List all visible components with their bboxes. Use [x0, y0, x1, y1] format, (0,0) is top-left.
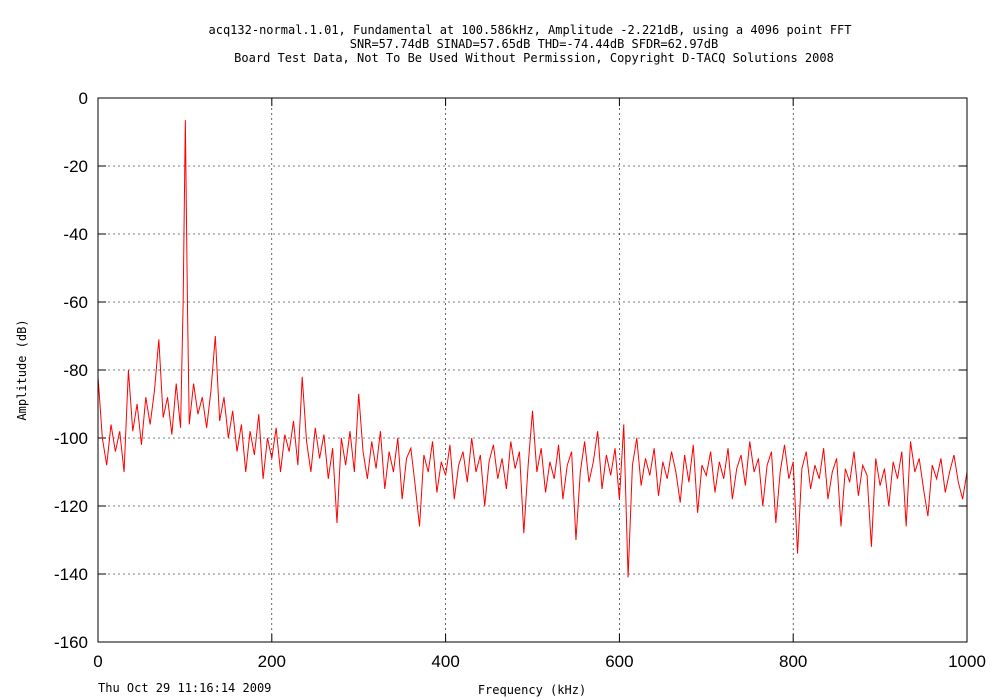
chart-title: acq132-normal.1.01, Fundamental at 100.5… — [209, 23, 852, 37]
chart-title: SNR=57.74dB SINAD=57.65dB THD=-74.44dB S… — [350, 37, 718, 51]
y-axis-label: Amplitude (dB) — [15, 319, 29, 420]
spectrum-line — [97, 120, 968, 578]
x-tick-label: 0 — [93, 652, 102, 671]
timestamp: Thu Oct 29 11:16:14 2009 — [98, 681, 271, 695]
y-tick-label: -40 — [63, 225, 88, 244]
x-tick-label: 400 — [431, 652, 459, 671]
x-tick-label: 1000 — [948, 652, 986, 671]
x-axis-label: Frequency (kHz) — [478, 683, 586, 697]
y-tick-label: -140 — [54, 565, 88, 584]
y-tick-label: -100 — [54, 429, 88, 448]
x-tick-label: 600 — [605, 652, 633, 671]
y-tick-label: -60 — [63, 293, 88, 312]
chart-title: Board Test Data, Not To Be Used Without … — [234, 51, 834, 65]
x-tick-label: 800 — [779, 652, 807, 671]
y-tick-label: -160 — [54, 633, 88, 652]
x-tick-label: 200 — [258, 652, 286, 671]
plot-border — [97, 97, 968, 643]
y-tick-label: -120 — [54, 497, 88, 516]
y-tick-label: -20 — [63, 157, 88, 176]
y-tick-label: 0 — [79, 89, 88, 108]
y-tick-label: -80 — [63, 361, 88, 380]
